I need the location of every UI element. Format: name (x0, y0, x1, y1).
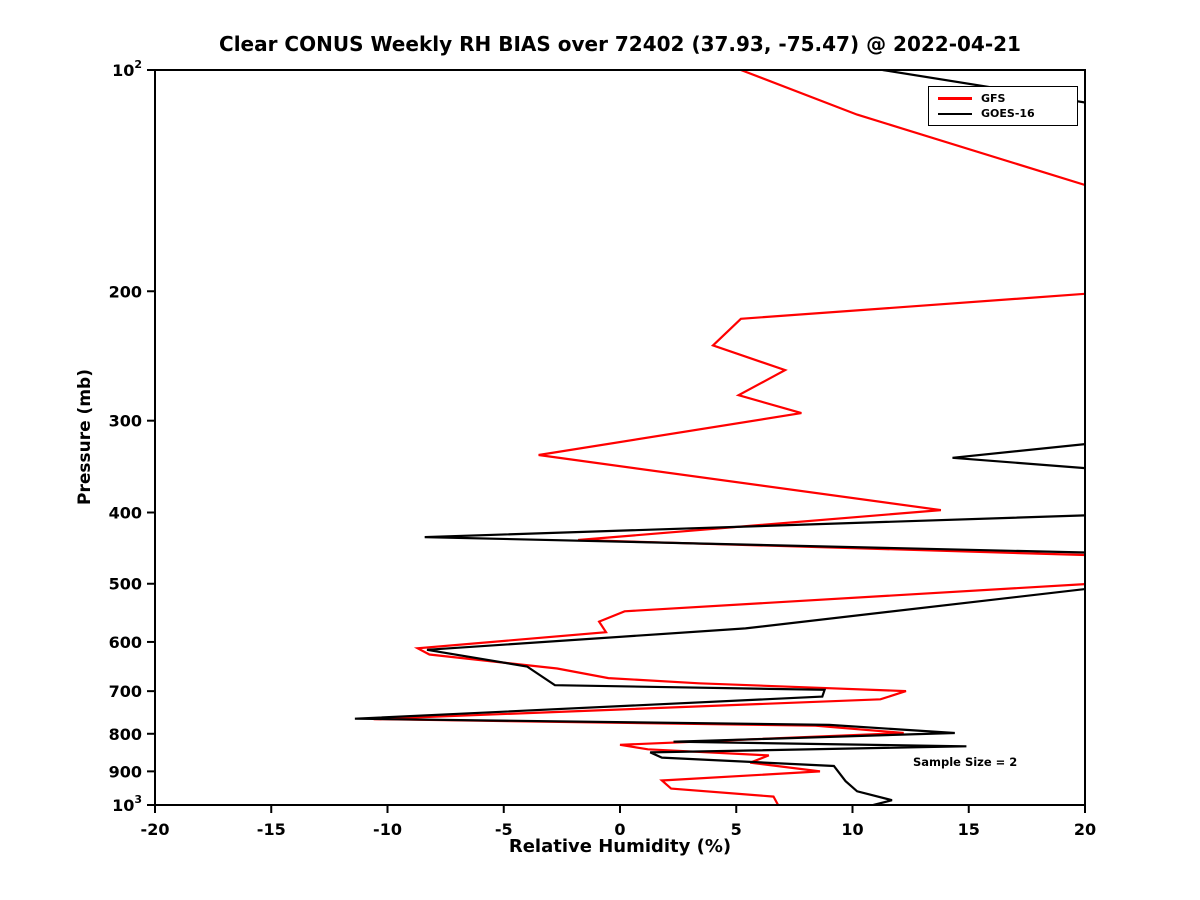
legend-entry-goes16: GOES-16 (938, 106, 1068, 121)
y-tick-label: 103 (112, 793, 142, 815)
axes-frame (154, 69, 1086, 806)
x-tick-label: 20 (1074, 820, 1096, 839)
x-tick-label: -10 (373, 820, 402, 839)
x-tick-label: -15 (257, 820, 286, 839)
y-tick-label: 900 (109, 762, 142, 781)
legend-label-gfs: GFS (981, 92, 1006, 105)
x-tick-label: 10 (841, 820, 863, 839)
x-tick-label: -5 (495, 820, 513, 839)
x-tick-label: 5 (731, 820, 742, 839)
legend-label-goes16: GOES-16 (981, 107, 1035, 120)
series-line-goes-16 (354, 70, 1085, 805)
y-tick-label: 500 (109, 575, 142, 594)
sample-size-annotation: Sample Size = 2 (912, 755, 1018, 770)
x-tick-label: -20 (141, 820, 170, 839)
y-tick-label: 700 (109, 682, 142, 701)
y-tick-label: 800 (109, 725, 142, 744)
y-tick-label: 400 (109, 504, 142, 523)
x-tick-label: 15 (958, 820, 980, 839)
y-tick-label: 102 (112, 58, 142, 80)
x-tick-label: 0 (614, 820, 625, 839)
gfs-line-sample (938, 97, 972, 100)
legend-entry-gfs: GFS (938, 91, 1068, 106)
legend: GFS GOES-16 (928, 86, 1078, 126)
y-axis-label: Pressure (mb) (75, 369, 95, 505)
chart-title: Clear CONUS Weekly RH BIAS over 72402 (3… (219, 32, 1021, 56)
series-group (354, 70, 1085, 805)
y-tick-label: 200 (109, 282, 142, 301)
x-axis-label: Relative Humidity (%) (508, 836, 732, 857)
goes16-line-sample (938, 112, 972, 115)
series-line-gfs (373, 70, 1085, 805)
y-tick-label: 300 (109, 412, 142, 431)
y-tick-label: 600 (109, 633, 142, 652)
